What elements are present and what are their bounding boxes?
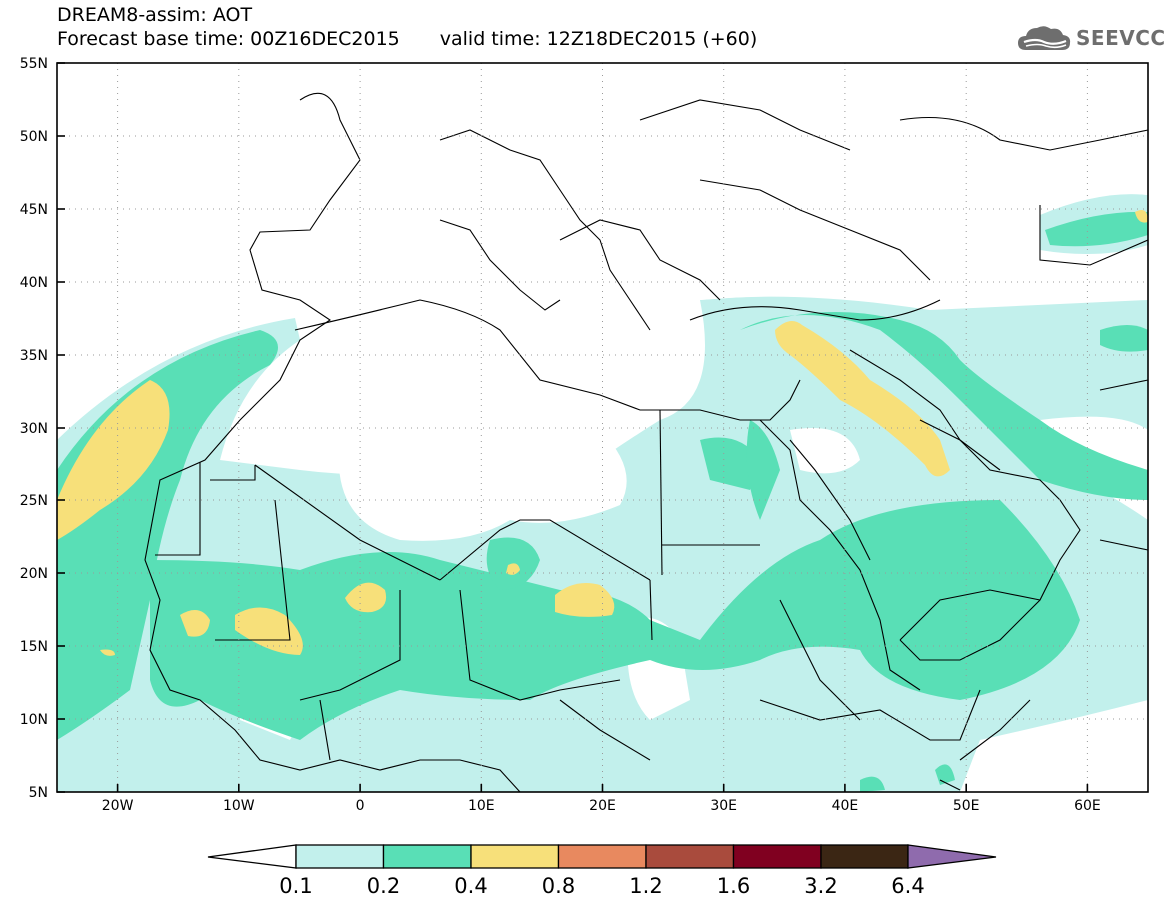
lat-tick-label: 50N (20, 129, 48, 145)
colorbar-swatch (557, 844, 647, 869)
colorbar-swatch (382, 844, 472, 869)
aot-band-04 (57, 209, 1148, 656)
lat-tick-label: 45N (20, 202, 48, 218)
lon-tick-label: 40E (832, 798, 859, 814)
colorbar-label: 0.4 (454, 874, 487, 898)
colorbar-label: 1.2 (629, 874, 662, 898)
lon-tick-label: 10E (468, 798, 495, 814)
lon-tick-label: 0 (356, 798, 365, 814)
colorbar-swatch (470, 844, 560, 869)
boundaries (144, 92, 1148, 792)
lon-tick-label: 20E (589, 798, 616, 814)
colorbar-label: 0.1 (279, 874, 312, 898)
lat-tick-label: 20N (20, 566, 48, 582)
colorbar-label: 3.2 (804, 874, 837, 898)
time-info: Forecast base time: 00Z16DEC2015 valid ti… (57, 30, 757, 49)
lat-axis: 55N 50N 45N 40N 35N 30N 25N 20N 15N 10N … (20, 56, 65, 801)
map-title: DREAM8-assim: AOT (57, 4, 253, 26)
colorbar-over-arrow (907, 844, 997, 869)
lat-tick-label: 25N (20, 493, 48, 509)
colorbar: 0.1 0.2 0.4 0.8 1.2 1.6 3.2 6.4 (207, 844, 997, 898)
lat-tick-label: 10N (20, 712, 48, 728)
colorbar-swatch (732, 844, 822, 869)
colorbar-label: 6.4 (891, 874, 924, 898)
cloud-icon (1018, 26, 1071, 50)
lon-tick-label: 30E (710, 798, 737, 814)
lat-tick-label: 55N (20, 56, 48, 72)
colorbar-under-arrow (207, 844, 297, 869)
lon-axis: 20W 10W 0 10E 20E 30E 40E 50E 60E (102, 784, 1101, 814)
seevccc-logo: SEEVCCC (1016, 22, 1165, 54)
lat-tick-label: 35N (20, 348, 48, 364)
lon-tick-label: 60E (1074, 798, 1101, 814)
lat-tick-label: 15N (20, 639, 48, 655)
colorbar-label: 0.2 (367, 874, 400, 898)
lat-tick-label: 30N (20, 421, 48, 437)
lon-tick-label: 20W (102, 798, 134, 814)
base-time: Forecast base time: 00Z16DEC2015 (57, 28, 400, 50)
logo-text: SEEVCCC (1076, 26, 1165, 50)
colorbar-label: 1.6 (717, 874, 750, 898)
lon-tick-label: 10W (223, 798, 255, 814)
lat-tick-label: 5N (29, 785, 48, 801)
colorbar-label: 0.8 (542, 874, 575, 898)
lat-tick-label: 40N (20, 275, 48, 291)
colorbar-swatch (820, 844, 909, 869)
valid-time: valid time: 12Z18DEC2015 (+60) (439, 28, 758, 50)
lon-tick-label: 50E (953, 798, 980, 814)
colorbar-swatch (645, 844, 735, 869)
colorbar-swatch (295, 844, 385, 869)
map-field (57, 63, 1148, 792)
